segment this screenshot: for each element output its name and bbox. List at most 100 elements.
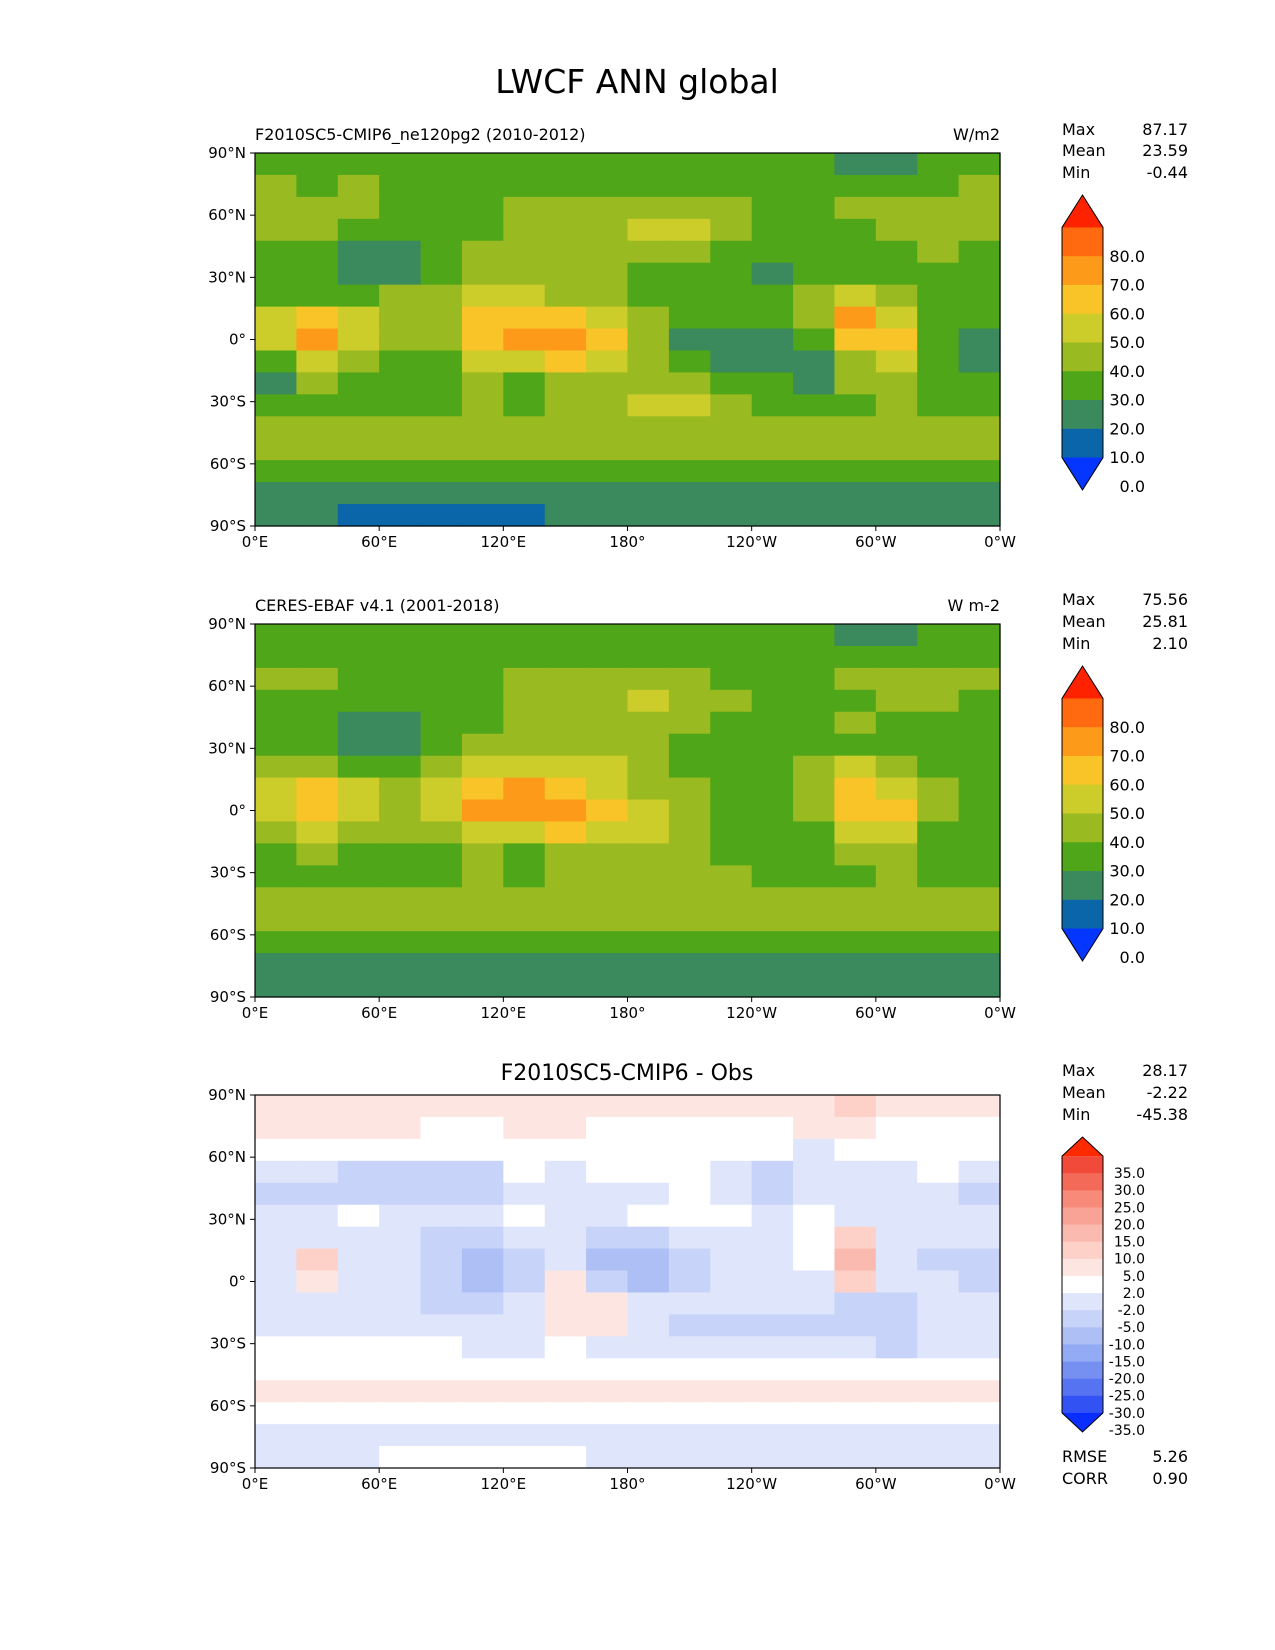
map-cell <box>627 777 670 801</box>
map-cell <box>461 1292 504 1316</box>
map-cell <box>337 1248 380 1272</box>
map-cell <box>379 262 422 286</box>
map-cell <box>793 1116 836 1140</box>
map-cell <box>834 328 877 352</box>
map-cell <box>751 645 794 669</box>
map-cell <box>296 438 339 461</box>
map-cell <box>710 218 753 242</box>
map-cell <box>751 777 794 801</box>
colorbar-segment <box>1062 284 1103 315</box>
map-cell <box>917 218 960 242</box>
map-cell <box>834 306 877 330</box>
map-cell <box>296 1292 339 1316</box>
map-cell <box>296 394 339 417</box>
colorbar-label: 10.0 <box>1114 1252 1145 1268</box>
map-cell <box>461 1336 504 1359</box>
map-cell <box>503 733 546 757</box>
lat-tick-label: 60°N <box>208 677 246 695</box>
map-cell <box>875 394 918 417</box>
map-cell <box>586 887 629 910</box>
map-cell <box>544 1182 587 1206</box>
map-cell <box>793 460 836 483</box>
map-cell <box>544 1446 587 1469</box>
map-cell <box>627 1204 670 1228</box>
map-cell <box>668 240 711 264</box>
map-cell <box>751 1336 794 1359</box>
colorbar-label: 70.0 <box>1109 747 1145 766</box>
map-cell <box>337 645 380 669</box>
stat-mean-label: Mean <box>1062 1083 1106 1102</box>
map-cell <box>255 887 297 910</box>
map-cell <box>255 394 297 417</box>
map-cell <box>751 1358 794 1381</box>
map-cell <box>958 284 1001 308</box>
map-cell <box>917 1358 960 1381</box>
lon-tick-label: 0°E <box>242 1004 269 1022</box>
stat-min-value: -0.44 <box>1147 163 1188 182</box>
map-cell <box>668 1226 711 1250</box>
map-cell <box>296 482 339 505</box>
map-cell <box>627 865 670 888</box>
map-cell <box>668 777 711 801</box>
map-cell <box>461 821 504 845</box>
map-cell <box>296 240 339 264</box>
map-cell <box>337 931 380 954</box>
map-cell <box>544 153 587 176</box>
map-cell <box>503 1248 546 1272</box>
map-cell <box>668 284 711 308</box>
map-cell <box>751 1402 794 1425</box>
map-cell <box>627 821 670 845</box>
lat-tick-label: 90°S <box>210 1459 246 1477</box>
map-cell <box>958 1424 1001 1447</box>
map-cell <box>461 1248 504 1272</box>
map-cell <box>255 438 297 461</box>
map-cell <box>379 153 422 176</box>
map-cell <box>751 1226 794 1250</box>
map-cell <box>337 174 380 198</box>
map-cell <box>544 394 587 417</box>
colorbar-label: 20.0 <box>1109 419 1145 438</box>
map-cell <box>586 218 629 242</box>
map-cell <box>627 1446 670 1469</box>
map-cell <box>503 1424 546 1447</box>
map-cell <box>420 1292 463 1316</box>
map-cell <box>668 482 711 505</box>
stat-mean-value: -2.22 <box>1147 1083 1188 1102</box>
map-cell <box>586 1248 629 1272</box>
stat-corr-label: CORR <box>1062 1469 1108 1488</box>
map-cell <box>917 931 960 954</box>
map-cell <box>379 865 422 888</box>
map-cell <box>296 1226 339 1250</box>
map-cell <box>710 1424 753 1447</box>
map-cell <box>917 350 960 374</box>
map-cell <box>255 777 297 801</box>
map-cell <box>751 733 794 757</box>
map-cell <box>503 174 546 198</box>
colorbar-segment <box>1062 1275 1103 1294</box>
map-cell <box>627 372 670 395</box>
map-cell <box>255 755 297 779</box>
map-cell <box>296 196 339 220</box>
map-cell <box>503 262 546 286</box>
map-cell <box>420 1336 463 1359</box>
map-cell <box>296 284 339 308</box>
map-cell <box>420 394 463 417</box>
map-cell <box>296 328 339 352</box>
map-cell <box>544 306 587 330</box>
map-cell <box>255 174 297 198</box>
map-cell <box>793 1204 836 1228</box>
map-cell <box>668 460 711 483</box>
map-cell <box>710 1314 753 1337</box>
map-cell <box>586 1314 629 1337</box>
map-cell <box>751 504 794 527</box>
map-cell <box>710 416 753 439</box>
map-cell <box>751 624 794 647</box>
map-cell <box>379 953 422 976</box>
map-cell <box>337 1182 380 1206</box>
panel-3-extra-stats: RMSE 5.26 CORR 0.90 <box>1062 1447 1188 1488</box>
map-cell <box>461 460 504 483</box>
map-cell <box>337 1402 380 1425</box>
map-cell <box>337 416 380 439</box>
map-cell <box>544 689 587 713</box>
map-cell <box>917 755 960 779</box>
